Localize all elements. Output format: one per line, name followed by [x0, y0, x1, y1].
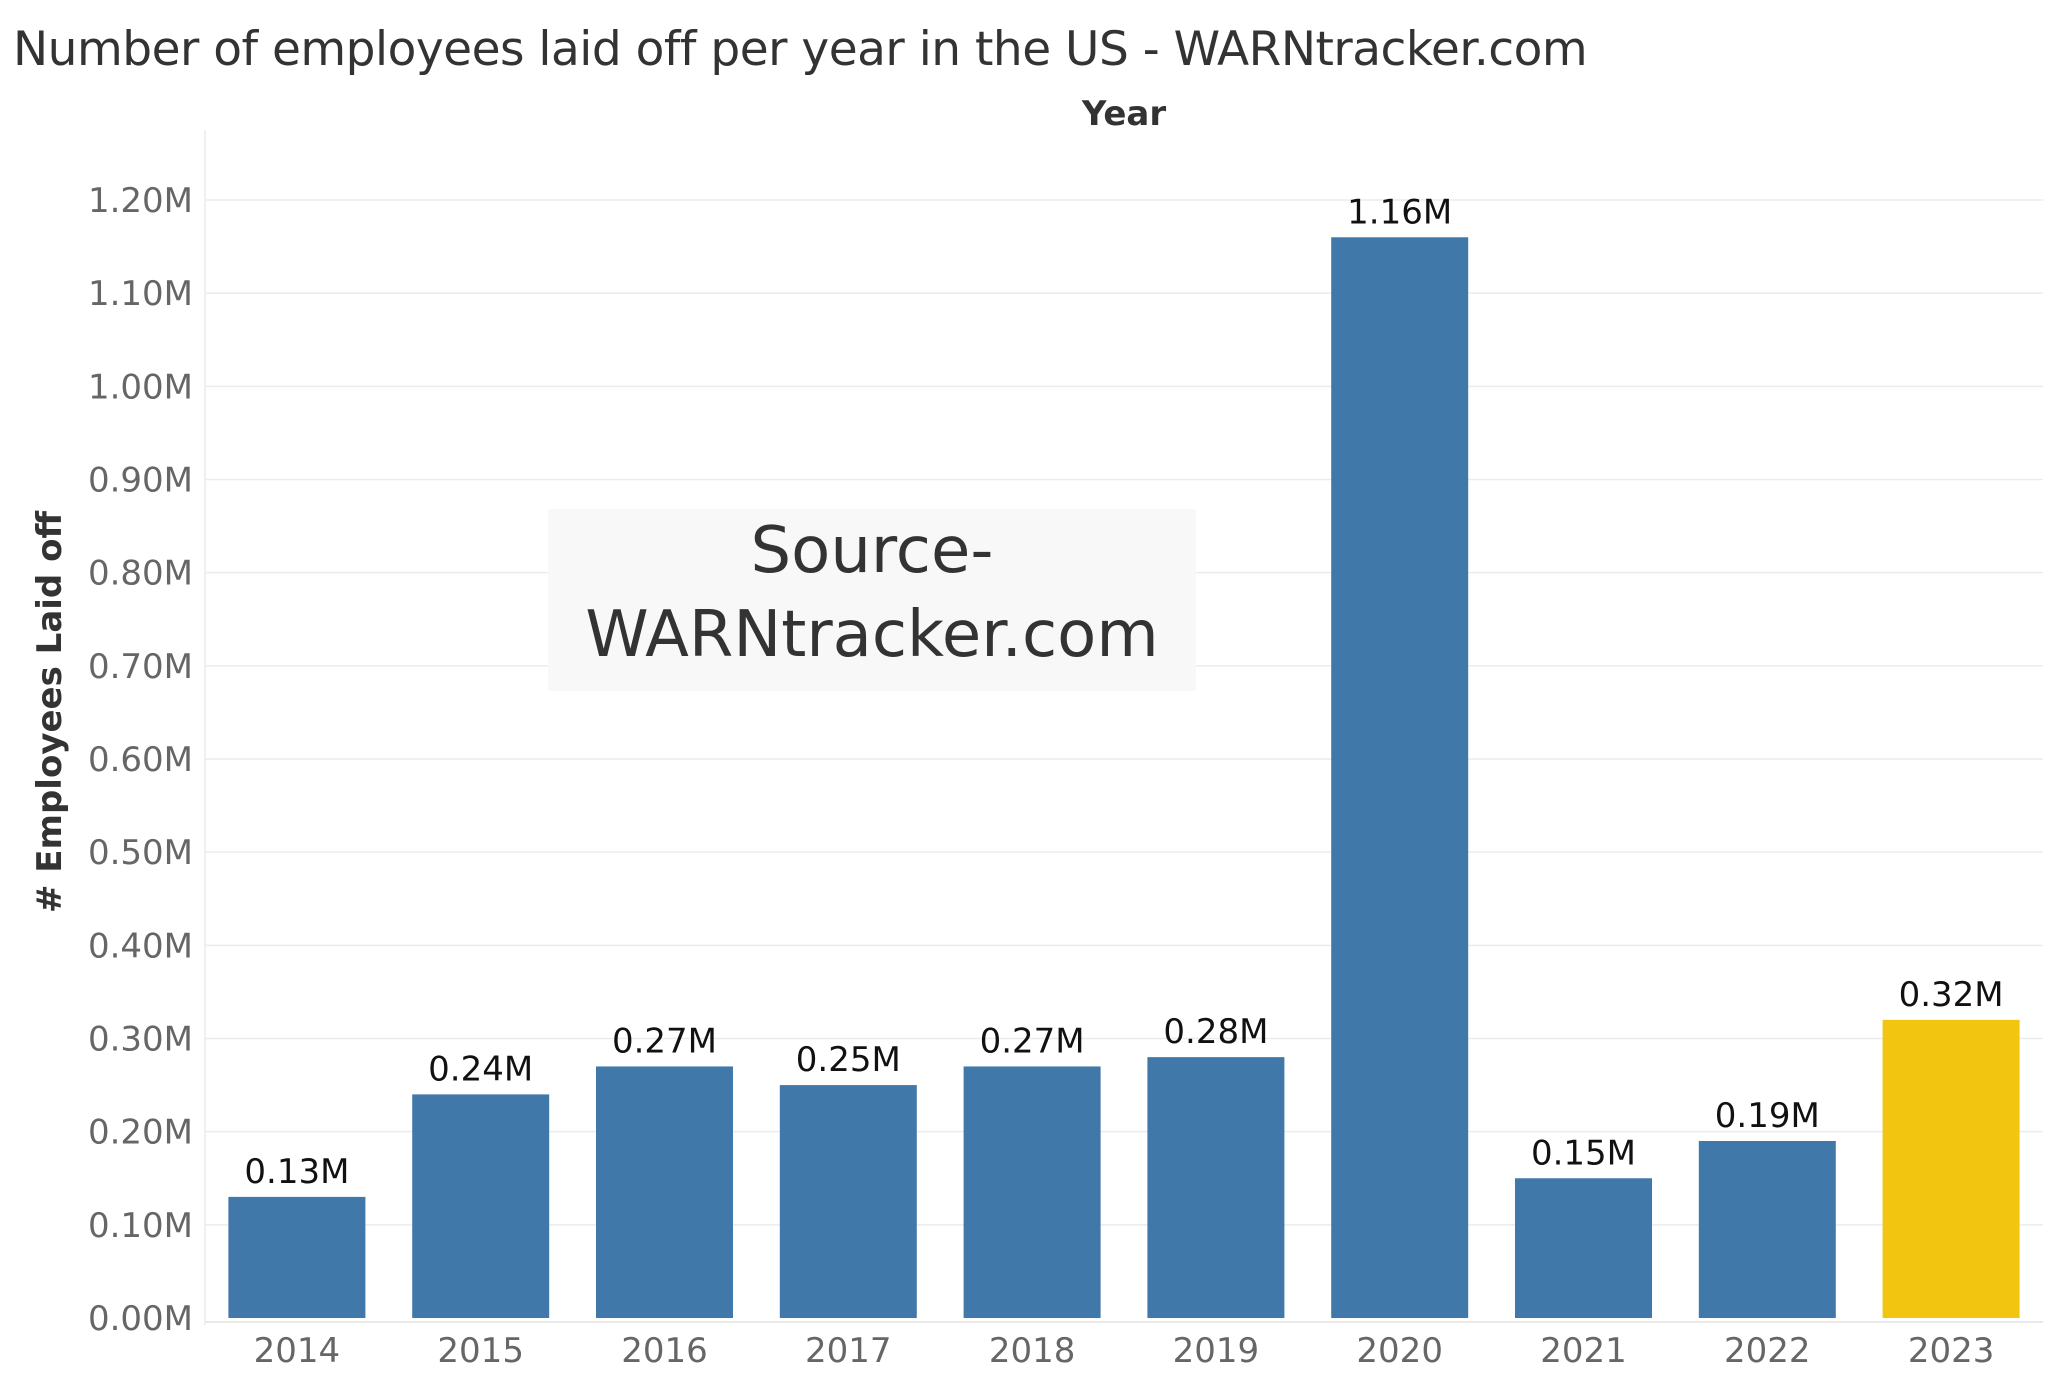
chart-title: Number of employees laid off per year in…: [13, 22, 1588, 77]
data-label-2020: 1.16M: [1347, 192, 1452, 232]
x-tick-label-2019: 2019: [1173, 1331, 1260, 1371]
x-tick-label-2023: 2023: [1908, 1331, 1995, 1371]
source-annotation-line2: WARNtracker.com: [585, 598, 1159, 672]
y-tick-label: 0.00M: [88, 1299, 193, 1339]
source-annotation: Source- WARNtracker.com: [548, 509, 1196, 691]
y-tick-label: 0.60M: [88, 740, 193, 780]
y-tick-label: 0.50M: [88, 833, 193, 873]
bar-2016: [596, 1066, 733, 1318]
data-label-2016: 0.27M: [612, 1021, 717, 1061]
x-tick-label-2017: 2017: [805, 1331, 892, 1371]
y-tick-label: 0.30M: [88, 1020, 193, 1060]
x-tick-label-2014: 2014: [254, 1331, 341, 1371]
y-tick-label: 0.10M: [88, 1206, 193, 1246]
y-tick-label: 0.90M: [88, 461, 193, 501]
data-label-2022: 0.19M: [1715, 1096, 1820, 1136]
x-tick-label-2016: 2016: [621, 1331, 708, 1371]
x-tick-label-2020: 2020: [1356, 1331, 1443, 1371]
bar-2022: [1698, 1140, 1836, 1318]
y-axis-ticks: 0.00M 0.10M 0.20M 0.30M 0.40M 0.50M 0.60M 0.70M…: [88, 181, 193, 1339]
y-tick-label: 0.70M: [88, 647, 193, 687]
bar-2015: [412, 1094, 550, 1318]
y-tick-label: 0.20M: [88, 1113, 193, 1153]
bars: [228, 237, 2020, 1319]
y-tick-label: 1.00M: [88, 367, 193, 407]
x-tick-label-2022: 2022: [1724, 1331, 1811, 1371]
data-label-2019: 0.28M: [1163, 1012, 1268, 1052]
data-label-2023: 0.32M: [1899, 975, 2004, 1015]
data-labels: 0.13M 0.24M 0.27M 0.25M 0.27M 0.28M 1.16M 0.15M…: [244, 192, 2003, 1192]
bar-2017: [779, 1085, 917, 1318]
data-label-2021: 0.15M: [1531, 1133, 1636, 1173]
bar-2020: [1331, 237, 1469, 1319]
y-tick-label: 1.20M: [88, 181, 193, 221]
data-label-2014: 0.13M: [244, 1152, 349, 1192]
bar-2023: [1882, 1019, 2020, 1318]
data-label-2015: 0.24M: [428, 1049, 533, 1089]
x-axis-ticks: 2014 2015 2016 2017 2018 2019 2020 2021 2022 2023: [254, 1331, 1995, 1371]
bar-2021: [1515, 1178, 1652, 1318]
x-tick-label-2021: 2021: [1540, 1331, 1627, 1371]
source-annotation-line1: Source-: [750, 514, 994, 588]
x-tick-label-2015: 2015: [437, 1331, 524, 1371]
y-tick-label: 0.40M: [88, 926, 193, 966]
data-label-2017: 0.25M: [796, 1040, 901, 1080]
bar-2019: [1147, 1057, 1285, 1318]
bar-2018: [963, 1066, 1101, 1318]
x-tick-label-2018: 2018: [989, 1331, 1076, 1371]
bar-2014: [228, 1196, 366, 1318]
data-label-2018: 0.27M: [980, 1021, 1085, 1061]
y-tick-label: 1.10M: [88, 274, 193, 314]
y-tick-label: 0.80M: [88, 554, 193, 594]
